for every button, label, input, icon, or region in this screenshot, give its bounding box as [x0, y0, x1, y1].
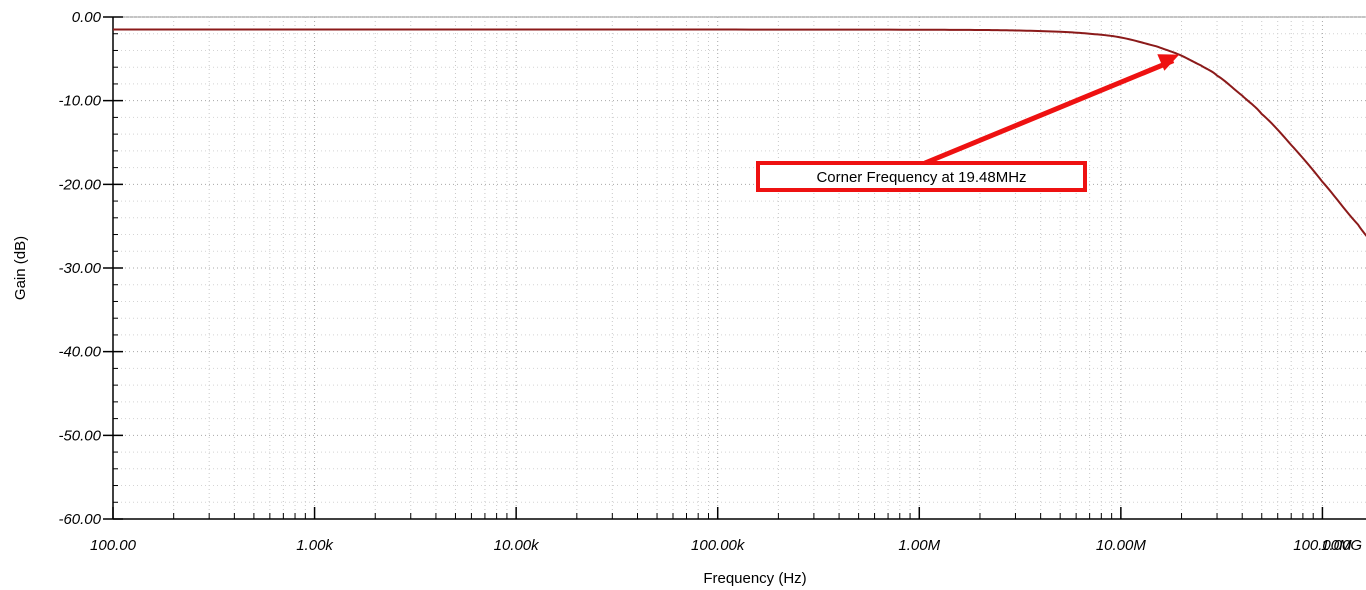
x-tick-label: 100.00k	[691, 537, 746, 554]
axes: 100.00 1.00k 10.00k 100.00k 1.00M 10.00M 100.0…	[58, 9, 1366, 554]
y-tick-label: -10.00	[58, 93, 101, 110]
annotation-arrow-head	[1157, 54, 1180, 71]
x-tick-label: 1.00k	[296, 537, 334, 554]
plot-background	[112, 16, 1366, 520]
y-axis-title: Gain (dB)	[12, 236, 29, 300]
y-tick-label: 0.00	[72, 9, 102, 26]
x-tick-label: 10.00M	[1096, 537, 1147, 554]
y-tick-label: -40.00	[58, 344, 101, 361]
y-tick-label: -30.00	[58, 260, 101, 277]
series-layer	[112, 28, 1366, 237]
annotation-layer: Corner Frequency at 19.48MHz	[756, 54, 1180, 192]
annotation-box	[756, 161, 1087, 192]
y-tick-label: -50.00	[58, 427, 101, 444]
x-tick-label: 1.00G	[1321, 537, 1362, 554]
y-tick-label: -60.00	[58, 511, 101, 528]
x-tick-label: 10.00k	[494, 537, 541, 554]
y-tick-label: -20.00	[58, 176, 101, 193]
annotation-label: Corner Frequency at 19.48MHz	[816, 169, 1026, 186]
series-line-0	[113, 28, 1366, 237]
annotation-arrow	[924, 58, 1175, 166]
x-axis-title: Frequency (Hz)	[703, 570, 806, 587]
x-tick-label: 100.00	[90, 537, 137, 554]
x-tick-label: 100.00M	[1293, 537, 1352, 554]
x-tick-label: 1.00M	[898, 537, 940, 554]
